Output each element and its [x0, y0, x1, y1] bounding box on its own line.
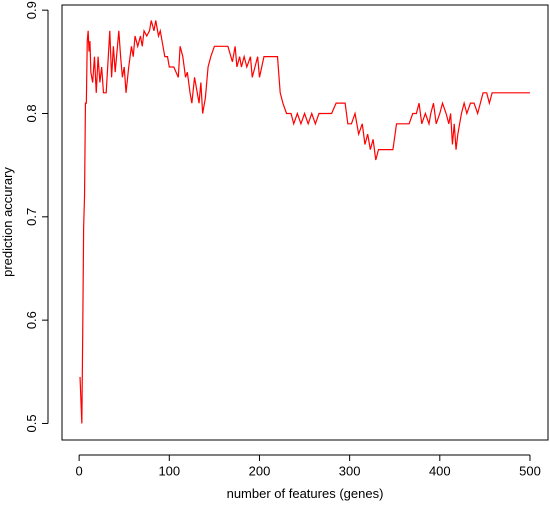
y-tick-label: 0.5: [24, 414, 39, 432]
x-tick-label: 200: [249, 463, 271, 478]
y-axis-label: prediction accurary: [0, 167, 15, 277]
x-tick-label: 100: [158, 463, 180, 478]
y-tick-label: 0.7: [24, 208, 39, 226]
plot-box: [61, 4, 549, 441]
x-tick-label: 0: [76, 463, 83, 478]
x-tick-label: 300: [339, 463, 361, 478]
x-tick-label: 500: [519, 463, 541, 478]
y-tick-label: 0.8: [24, 104, 39, 122]
data-line: [79, 20, 530, 424]
x-axis-label: number of features (genes): [227, 486, 384, 501]
y-tick-label: 0.6: [24, 311, 39, 329]
x-tick-label: 400: [429, 463, 451, 478]
y-tick-label: 0.9: [24, 1, 39, 19]
